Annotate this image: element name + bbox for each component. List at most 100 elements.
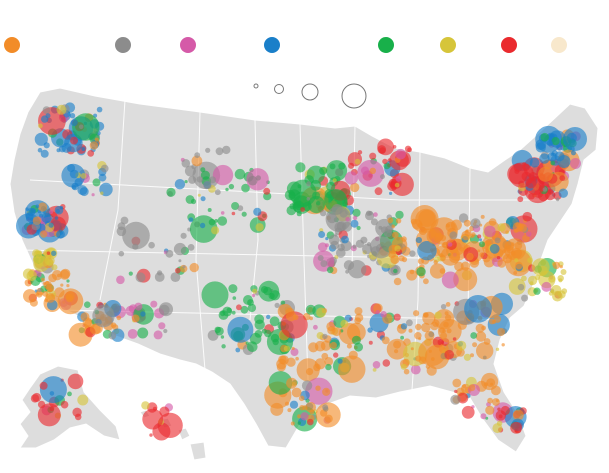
map-bubble [352,215,358,221]
map-bubble [496,420,503,426]
map-bubble [557,275,564,282]
map-bubble [368,340,373,345]
map-bubble [392,231,399,239]
map-bubble [462,384,467,389]
map-bubble [559,265,563,269]
map-bubble [570,158,581,169]
map-bubble [322,404,329,411]
map-bubble [220,310,226,317]
map-bubble [369,167,376,174]
map-bubble [468,384,476,392]
map-bubble [313,324,318,330]
map-bubble [180,232,187,239]
map-bubble [439,253,444,258]
map-bubble [272,338,279,346]
map-bubble [497,223,506,232]
map-bubble [84,301,91,309]
map-bubble [300,207,305,212]
map-bubble [178,259,182,263]
map-bubble [452,337,457,341]
map-bubble [542,187,548,192]
map-bubble [54,216,59,220]
map-bubble [100,191,104,195]
map-bubble [484,225,496,238]
map-bubble [96,106,103,113]
map-bubble [159,304,170,316]
map-bubble [372,361,381,369]
map-bubble [49,406,55,412]
map-bubble [513,271,518,275]
map-bubble [394,182,400,188]
map-bubble [557,290,566,299]
map-bubble [441,271,459,289]
map-bubble [452,378,462,388]
map-bubble [429,263,446,279]
map-bubble [401,236,407,242]
map-bubble [320,209,327,217]
map-bubble [222,145,231,155]
map-bubble [41,212,52,224]
map-bubble [316,307,327,318]
map-bubble [387,217,394,224]
map-bubble [318,231,326,238]
map-bubble [89,141,99,150]
map-bubble [258,280,280,302]
map-bubble [514,258,519,263]
map-bubble [352,244,357,249]
map-bubble [191,155,203,167]
legend-swatch-magenta [180,37,196,53]
map-bubble [445,302,451,307]
map-bubble [288,191,296,199]
map-bubble [306,181,312,187]
map-bubble [312,191,321,200]
map-bubble [201,281,229,309]
map-bubble [227,316,254,343]
map-bubble [461,405,475,419]
map-bubble [263,187,271,195]
map-bubble [418,337,422,341]
map-bubble [326,266,334,274]
map-bubble [380,311,387,318]
map-bubble [463,219,471,227]
map-bubble [522,211,533,222]
map-bubble [205,147,211,153]
legend-swatch-blue [264,37,280,53]
legend-swatch-green [378,37,394,53]
map-bubble [476,342,494,360]
map-bubble [32,392,42,402]
map-bubble [66,279,70,283]
map-bubble [306,165,325,184]
map-bubble [550,160,556,166]
map-bubble [200,196,206,202]
map-bubble [187,244,195,251]
map-bubble [409,250,416,257]
map-bubble [541,281,552,292]
map-bubble [413,310,420,317]
map-bubble [158,322,166,330]
map-bubble [87,150,95,157]
map-bubble [510,421,522,434]
map-bubble [373,303,383,314]
map-bubble [246,168,269,191]
map-bubble [325,363,332,371]
map-bubble [453,267,478,292]
map-bubble [235,347,241,353]
map-bubble [395,218,402,224]
map-bubble [497,407,501,412]
map-bubble [470,332,478,339]
map-bubble [390,172,414,196]
size-legend-medium [301,83,319,101]
map-bubble [301,380,313,391]
map-bubble [184,180,188,184]
map-bubble [434,311,442,319]
map-bubble [141,401,150,410]
map-bubble [415,237,422,244]
map-bubble [165,249,174,258]
map-bubble [409,269,415,275]
map-bubble [539,153,550,164]
map-bubble [398,255,405,262]
map-bubble [528,172,538,181]
map-bubble [199,222,206,229]
map-bubble [393,277,402,286]
legend-swatch-red [501,37,517,53]
